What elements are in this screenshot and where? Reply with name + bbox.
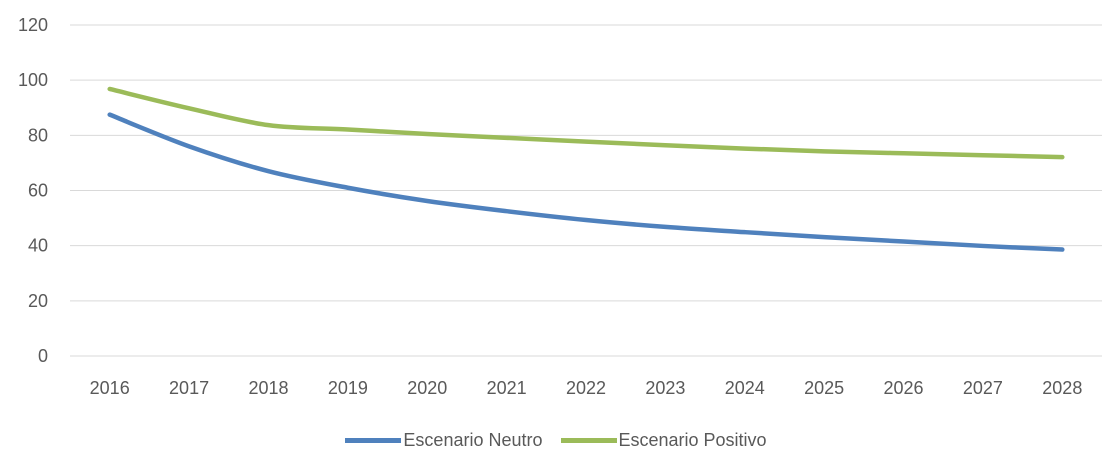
y-tick-label: 120 <box>18 15 48 35</box>
series-line-positivo <box>107 86 1065 160</box>
y-tick-label: 60 <box>28 181 48 201</box>
x-tick-label: 2021 <box>487 378 527 398</box>
legend-label-neutro: Escenario Neutro <box>403 429 543 450</box>
x-tick-label: 2025 <box>804 378 844 398</box>
legend-item-positivo: Escenario Positivo <box>560 429 767 451</box>
y-tick-label: 20 <box>28 291 48 311</box>
y-tick-label: 40 <box>28 236 48 256</box>
x-tick-label: 2020 <box>407 378 447 398</box>
x-tick-label: 2027 <box>963 378 1003 398</box>
line-chart: 0 20 40 60 80 100 120 2016 2017 2018 2019 2020 2021… <box>18 15 1102 398</box>
x-tick-label: 2023 <box>645 378 685 398</box>
x-tick-label: 2016 <box>90 378 130 398</box>
y-tick-label: 100 <box>18 70 48 90</box>
series-lines <box>107 86 1065 252</box>
x-axis-ticks: 2016 2017 2018 2019 2020 2021 2022 2023 2024 2025… <box>90 378 1083 398</box>
y-tick-label: 0 <box>38 346 48 366</box>
legend-swatch-positivo <box>560 437 617 443</box>
gridlines <box>70 24 1102 357</box>
legend: Escenario Neutro Escenario Positivo <box>0 425 1112 455</box>
x-tick-label: 2017 <box>169 378 209 398</box>
legend-swatch-neutro <box>345 437 402 443</box>
legend-label-positivo: Escenario Positivo <box>618 429 767 450</box>
x-tick-label: 2018 <box>248 378 288 398</box>
y-tick-label: 80 <box>28 125 48 145</box>
legend-item-neutro: Escenario Neutro <box>345 429 543 451</box>
x-tick-label: 2024 <box>725 378 765 398</box>
x-tick-label: 2022 <box>566 378 606 398</box>
x-tick-label: 2028 <box>1042 378 1082 398</box>
x-tick-label: 2019 <box>328 378 368 398</box>
series-line-neutro <box>107 112 1065 252</box>
y-axis-ticks: 0 20 40 60 80 100 120 <box>18 15 48 366</box>
x-tick-label: 2026 <box>884 378 924 398</box>
